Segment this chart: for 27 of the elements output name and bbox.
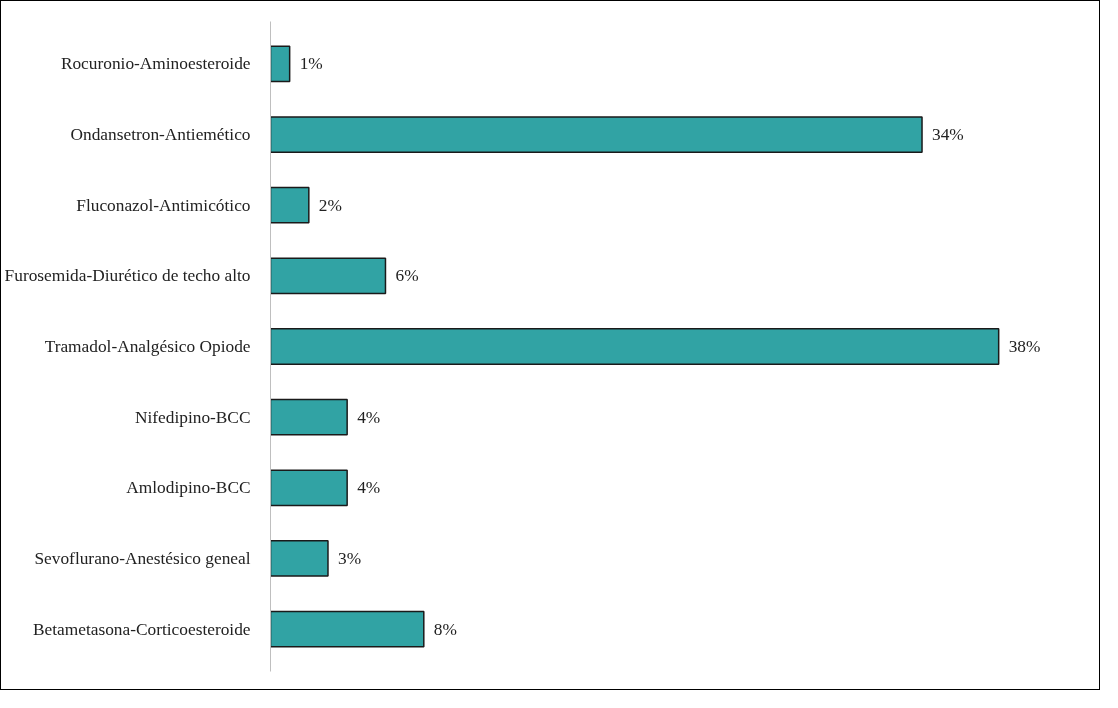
- data-label: 8%: [433, 619, 457, 639]
- bar: [270, 186, 310, 224]
- y-tick-label: Betametasona-Corticoesteroide: [33, 619, 251, 639]
- bar: [270, 328, 1000, 365]
- data-label: 34%: [932, 125, 964, 145]
- y-tick-label: Furosemida-Diurético de techo alto: [4, 266, 251, 286]
- bar: [270, 610, 425, 648]
- bar: [270, 469, 348, 507]
- bar: [270, 116, 923, 153]
- y-tick-label: Amlodipino-BCC: [126, 478, 251, 498]
- y-tick-label: Nifedipino-BCC: [134, 407, 251, 427]
- data-label: 4%: [357, 478, 381, 498]
- y-tick-label: Fluconazol-Antimicótico: [76, 195, 251, 215]
- data-label: 4%: [357, 407, 381, 427]
- bar: [270, 540, 329, 577]
- data-label: 38%: [1008, 337, 1041, 356]
- y-tick-label: Rocuronio-Aminoesteroide: [60, 54, 251, 74]
- data-label: 2%: [318, 195, 342, 215]
- data-label: 6%: [395, 266, 419, 286]
- y-tick-label: Ondansetron-Antiemético: [70, 125, 251, 145]
- data-label: 3%: [337, 548, 362, 568]
- y-tick-label: Sevoflurano-Anestésico geneal: [34, 548, 251, 568]
- y-tick-label: Tramadol-Analgésico Opiode: [44, 337, 251, 356]
- bar: [270, 257, 387, 295]
- data-label: 1%: [299, 54, 323, 74]
- bar: [270, 398, 348, 436]
- bar: [270, 45, 291, 83]
